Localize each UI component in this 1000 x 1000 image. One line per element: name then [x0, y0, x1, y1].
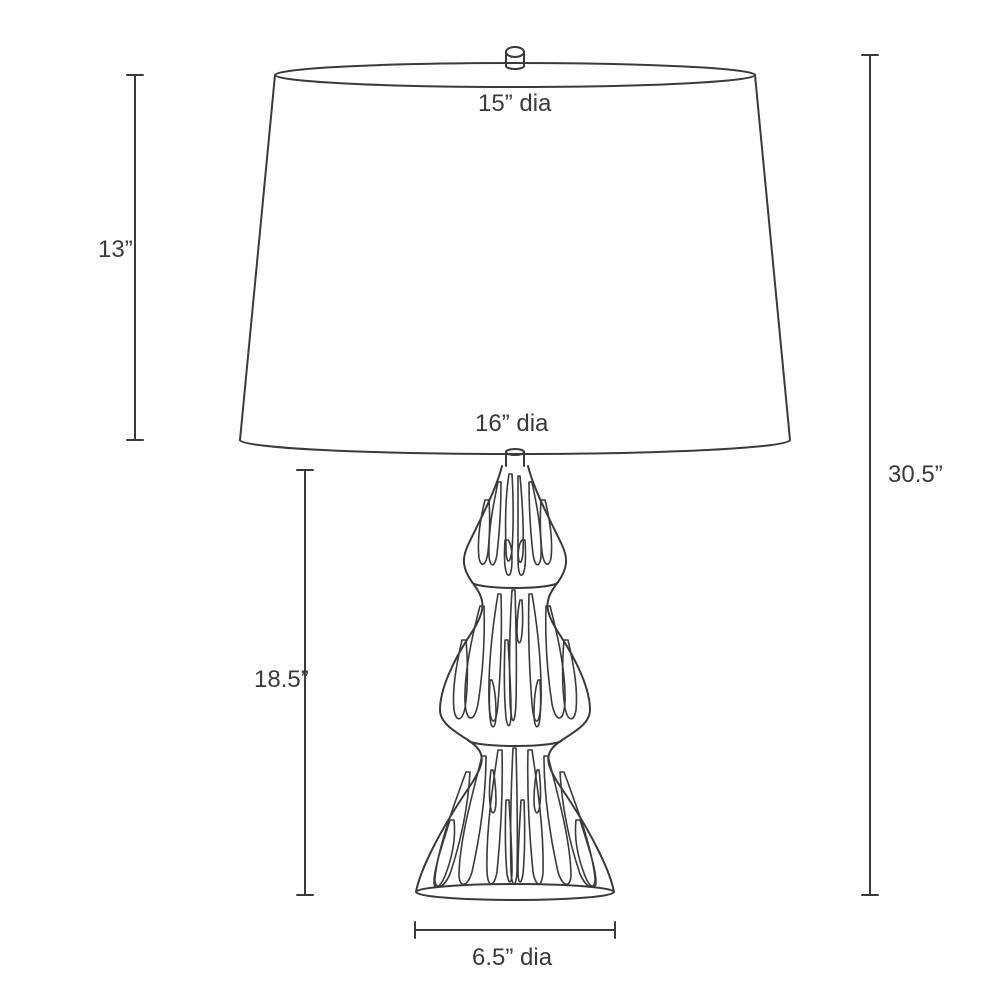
- lamp-neck: [506, 449, 524, 466]
- label-shade-height: 13”: [98, 238, 133, 262]
- label-shade-top-dia: 15” dia: [478, 92, 551, 116]
- label-total-height: 30.5”: [888, 463, 943, 487]
- lamp-body: [416, 466, 614, 900]
- label-shade-bottom-dia: 16” dia: [475, 412, 548, 436]
- lamp-finial: [506, 47, 524, 69]
- label-body-height: 18.5”: [254, 668, 309, 692]
- lamp-shade: [240, 63, 790, 454]
- diagram-svg: [0, 0, 1000, 1000]
- label-base-dia: 6.5” dia: [472, 946, 552, 970]
- dim-base-width: [415, 922, 615, 938]
- dim-total-height: [862, 55, 878, 895]
- lamp-dimension-diagram: 15” dia 16” dia 13” 18.5” 30.5” 6.5” dia: [0, 0, 1000, 1000]
- lamp-body-texture: [434, 474, 596, 887]
